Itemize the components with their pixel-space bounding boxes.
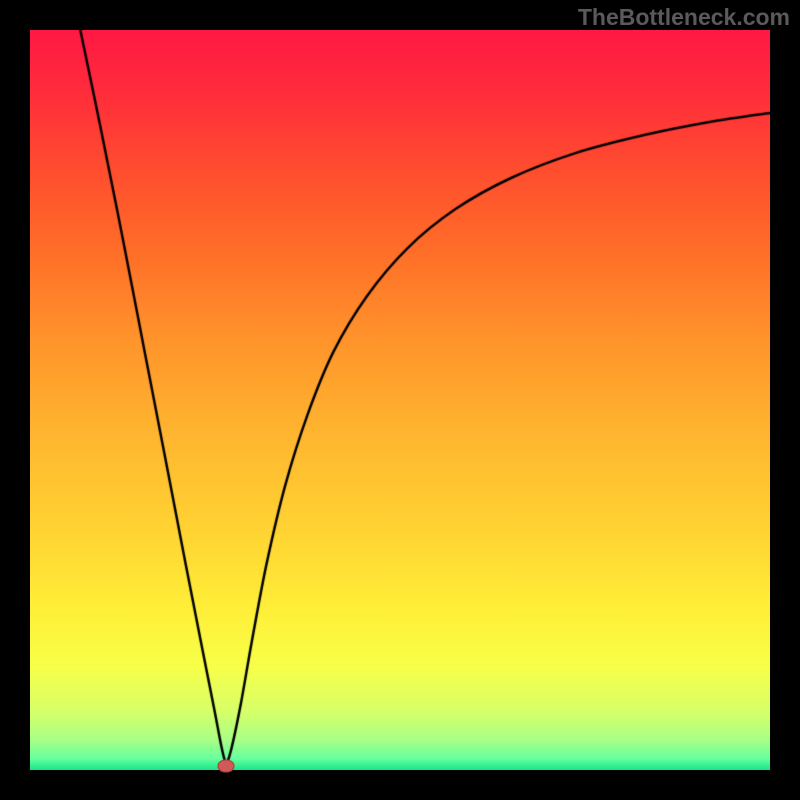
watermark-text: TheBottleneck.com	[578, 4, 790, 31]
plot-area	[30, 30, 770, 770]
figure-root: TheBottleneck.com	[0, 0, 800, 800]
curve-canvas	[30, 30, 770, 770]
minimum-marker	[218, 759, 235, 772]
